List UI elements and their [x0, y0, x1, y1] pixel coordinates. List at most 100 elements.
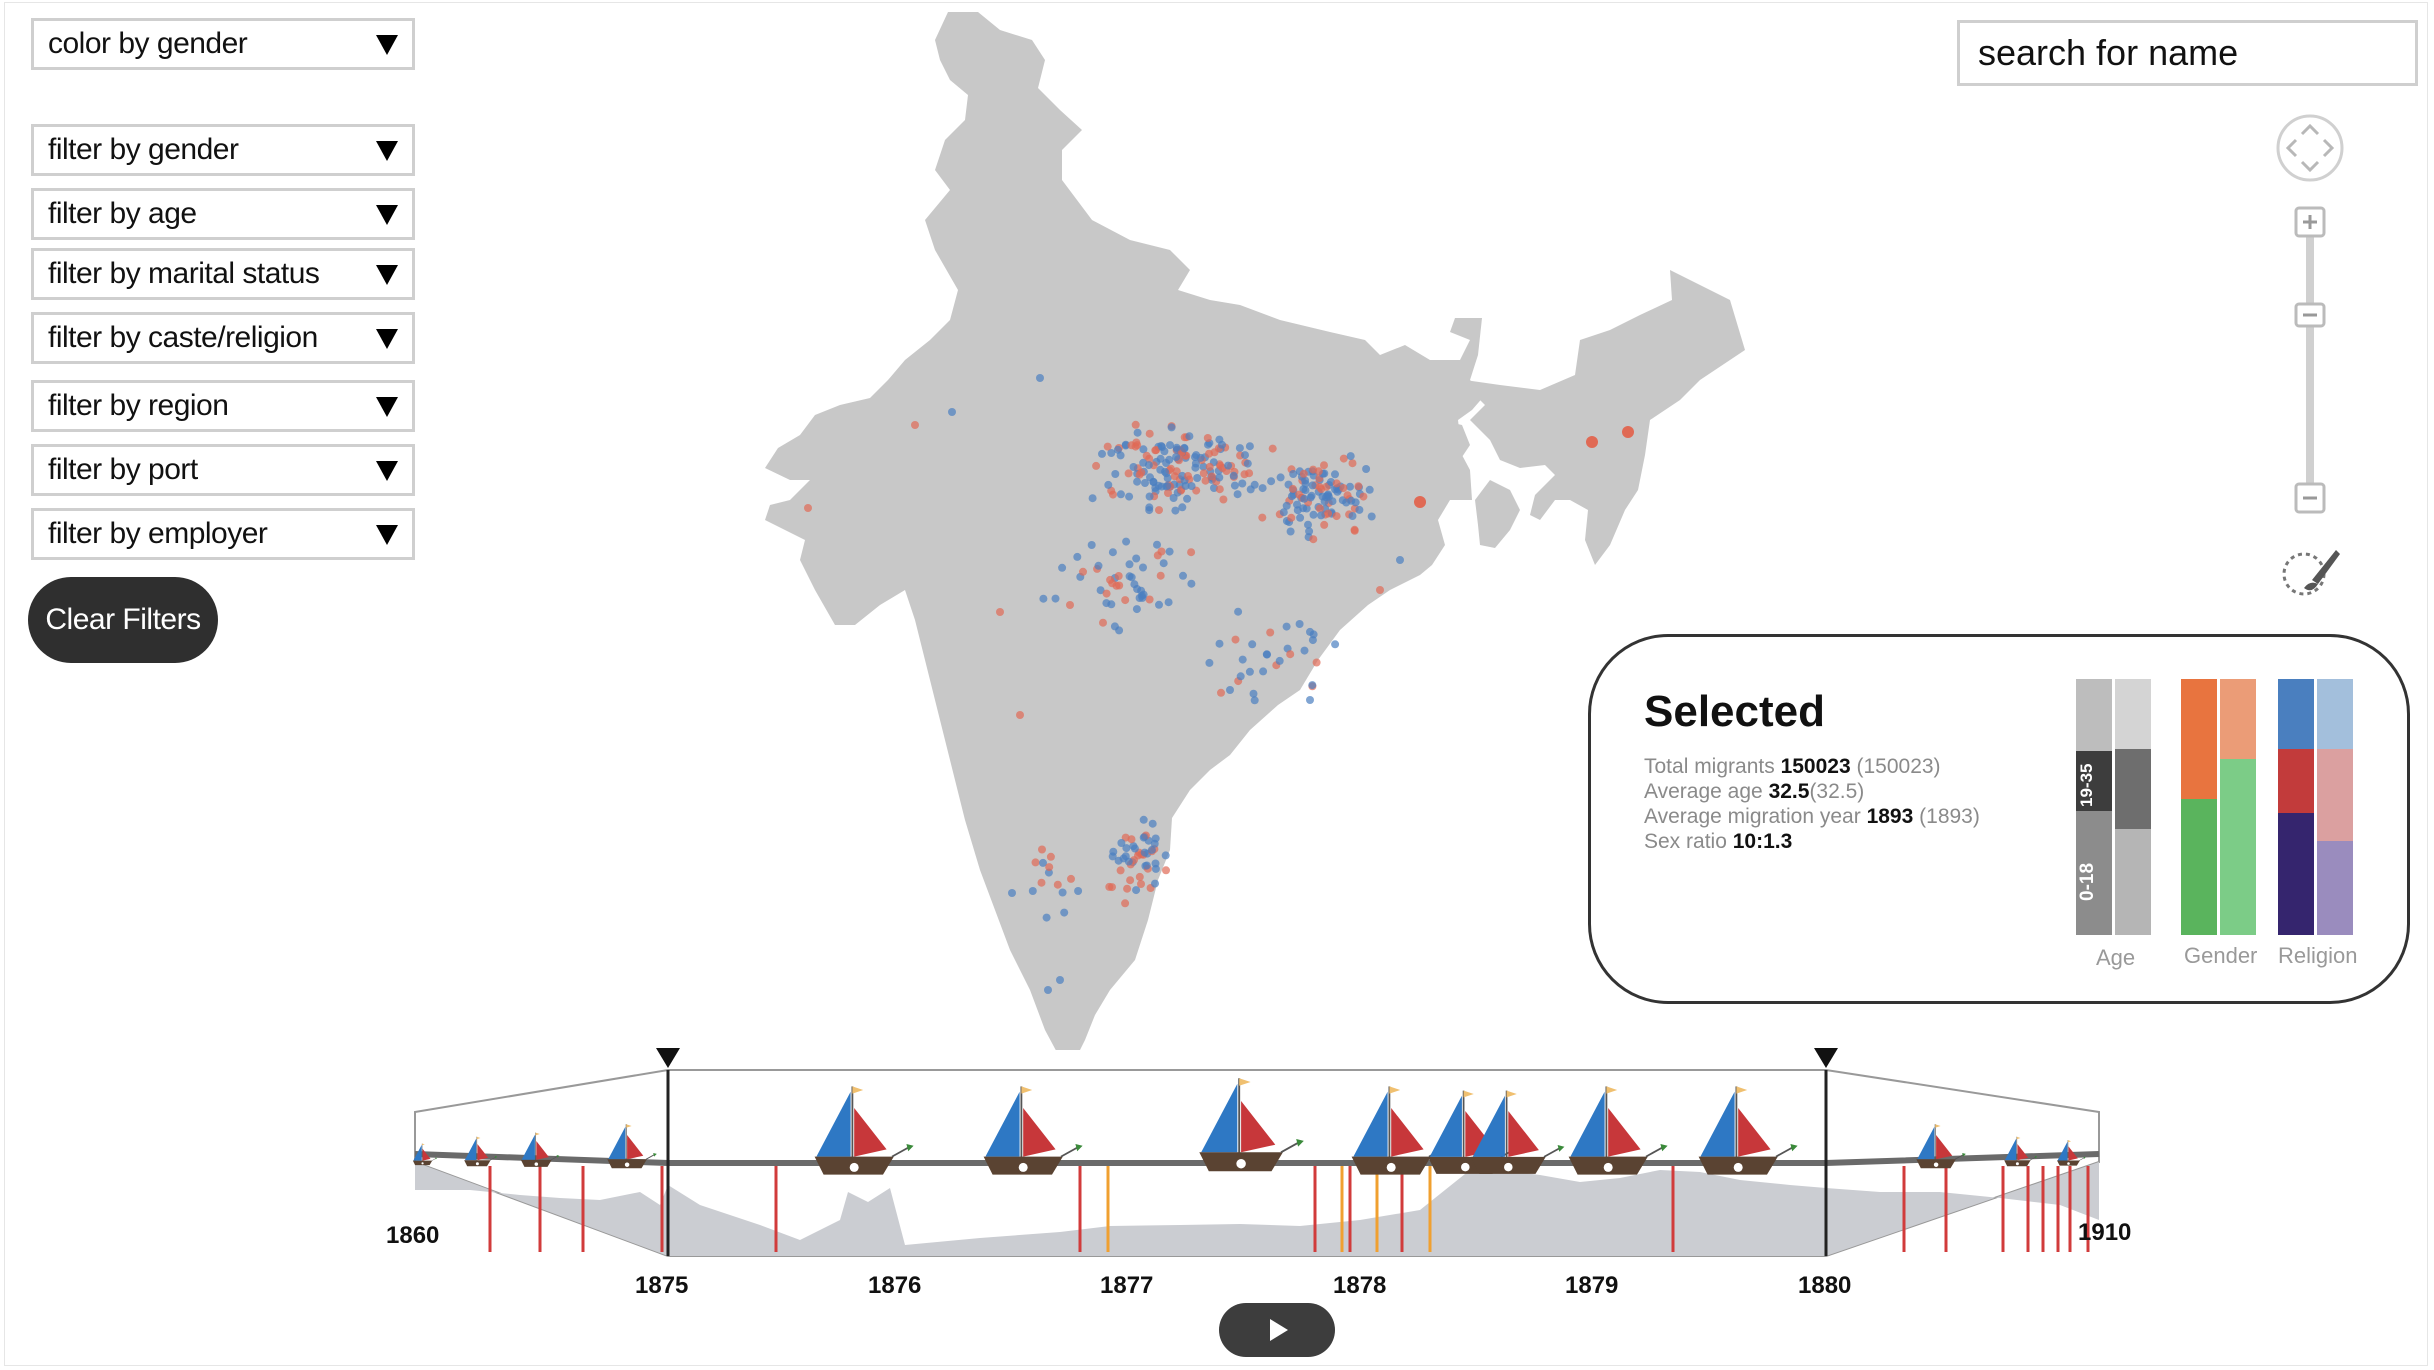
- migrant-dot[interactable]: [1163, 474, 1172, 483]
- migrant-dot[interactable]: [1036, 374, 1044, 382]
- migrant-dot[interactable]: [1137, 468, 1146, 477]
- migrant-dot[interactable]: [1170, 472, 1179, 481]
- migrant-dot[interactable]: [1156, 465, 1165, 474]
- migrant-dot[interactable]: [1151, 834, 1160, 843]
- migrant-dot[interactable]: [1046, 852, 1055, 861]
- migrant-dot[interactable]: [1245, 469, 1254, 478]
- migrant-dot[interactable]: [1287, 492, 1296, 501]
- migrant-dot[interactable]: [1107, 600, 1116, 609]
- migrant-dot[interactable]: [1267, 477, 1276, 486]
- migrant-dot[interactable]: [996, 608, 1004, 616]
- migrant-dot[interactable]: [1060, 908, 1069, 917]
- migrant-dot[interactable]: [1314, 467, 1323, 476]
- migrant-dot[interactable]: [1312, 658, 1321, 667]
- migrant-dot[interactable]: [1309, 510, 1318, 519]
- filter-age-dropdown[interactable]: filter by age: [31, 188, 415, 240]
- migrant-dot[interactable]: [1362, 465, 1371, 473]
- migrant-dot[interactable]: [1259, 667, 1268, 676]
- migrant-dot[interactable]: [1107, 449, 1116, 457]
- migrant-dot[interactable]: [1094, 561, 1103, 570]
- india-map[interactable]: [0, 0, 2434, 1050]
- migrant-dot[interactable]: [1193, 474, 1202, 482]
- migrant-dot[interactable]: [1178, 503, 1187, 512]
- migrant-dot[interactable]: [1145, 503, 1154, 512]
- migrant-dot[interactable]: [1266, 628, 1275, 637]
- migrant-dot[interactable]: [1586, 436, 1598, 448]
- migrant-dot[interactable]: [1039, 594, 1048, 603]
- clear-filters-button[interactable]: Clear Filters: [28, 577, 218, 663]
- filter-caste-dropdown[interactable]: filter by caste/religion: [31, 312, 415, 364]
- migrant-dot[interactable]: [1203, 434, 1212, 442]
- migrant-dot[interactable]: [1219, 495, 1228, 504]
- migrant-dot[interactable]: [1145, 492, 1154, 501]
- migrant-dot[interactable]: [1249, 689, 1258, 698]
- migrant-dot[interactable]: [1116, 451, 1125, 460]
- migrant-dot[interactable]: [1300, 494, 1309, 503]
- migrant-dot[interactable]: [1131, 420, 1140, 429]
- migrant-dot[interactable]: [1234, 607, 1243, 616]
- migrant-dot[interactable]: [1320, 461, 1328, 470]
- migrant-dot[interactable]: [1367, 512, 1376, 521]
- migrant-dot[interactable]: [1016, 711, 1024, 719]
- migrant-dot[interactable]: [1148, 819, 1157, 828]
- migrant-dots[interactable]: [804, 374, 1634, 994]
- migrant-dot[interactable]: [1246, 485, 1255, 494]
- lasso-brush-icon[interactable]: [2282, 550, 2340, 596]
- migrant-dot[interactable]: [1151, 879, 1159, 888]
- migrant-dot[interactable]: [1275, 656, 1284, 665]
- migrant-dot[interactable]: [1125, 560, 1134, 569]
- migrant-dot[interactable]: [1165, 455, 1174, 464]
- migrant-dot[interactable]: [1300, 646, 1309, 655]
- migrant-dot[interactable]: [1414, 496, 1426, 508]
- migrant-dot[interactable]: [1172, 443, 1181, 452]
- migrant-dot[interactable]: [1332, 479, 1341, 488]
- migrant-dot[interactable]: [1348, 459, 1357, 468]
- migrant-dot[interactable]: [1151, 864, 1160, 873]
- migrant-dot[interactable]: [1088, 494, 1097, 503]
- color-by-dropdown[interactable]: color by gender: [31, 18, 415, 70]
- migrant-dot[interactable]: [1306, 696, 1314, 704]
- migrant-dot[interactable]: [1145, 429, 1154, 438]
- migrant-dot[interactable]: [1348, 512, 1357, 520]
- migrant-dot[interactable]: [948, 408, 956, 416]
- migrant-dot[interactable]: [1129, 842, 1138, 851]
- migrant-dot[interactable]: [1180, 444, 1189, 453]
- migrant-dot[interactable]: [1224, 461, 1233, 470]
- migrant-dot[interactable]: [1207, 472, 1216, 481]
- migrant-dot[interactable]: [1191, 453, 1199, 462]
- migrant-dot[interactable]: [1215, 473, 1224, 482]
- migrant-dot[interactable]: [1053, 880, 1062, 889]
- migrant-dot[interactable]: [911, 421, 919, 429]
- migrant-dot[interactable]: [1122, 537, 1131, 546]
- age-bar[interactable]: [2076, 679, 2151, 935]
- migrant-dot[interactable]: [1098, 449, 1106, 458]
- migrant-dot[interactable]: [1166, 441, 1174, 450]
- migrant-dot[interactable]: [1039, 858, 1047, 867]
- migrant-dot[interactable]: [1339, 454, 1348, 463]
- migrant-dot[interactable]: [1045, 863, 1054, 872]
- migrant-dot[interactable]: [1317, 511, 1326, 520]
- migrant-dot[interactable]: [1282, 622, 1291, 631]
- migrant-dot[interactable]: [1346, 482, 1354, 491]
- migrant-dot[interactable]: [1324, 509, 1333, 518]
- migrant-dot[interactable]: [1217, 688, 1225, 697]
- play-button[interactable]: [1219, 1303, 1335, 1357]
- zoom-out-icon[interactable]: [2294, 482, 2326, 514]
- migrant-dot[interactable]: [1103, 442, 1112, 451]
- migrant-dot[interactable]: [1258, 513, 1267, 522]
- migrant-dot[interactable]: [1109, 847, 1118, 856]
- migrant-dot[interactable]: [1289, 470, 1298, 478]
- migrant-dot[interactable]: [1121, 596, 1130, 605]
- migrant-dot[interactable]: [1073, 552, 1082, 561]
- migrant-dot[interactable]: [1158, 443, 1166, 451]
- migrant-dot[interactable]: [1106, 575, 1115, 584]
- migrant-dot[interactable]: [1235, 444, 1244, 453]
- filter-marital-dropdown[interactable]: filter by marital status: [31, 248, 415, 300]
- migrant-dot[interactable]: [1287, 513, 1296, 522]
- migrant-dot[interactable]: [1129, 463, 1138, 471]
- migrant-dot[interactable]: [1139, 563, 1147, 572]
- migrant-dot[interactable]: [1147, 845, 1156, 854]
- filter-port-dropdown[interactable]: filter by port: [31, 444, 415, 496]
- migrant-dot[interactable]: [1359, 492, 1368, 501]
- migrant-dot[interactable]: [1058, 888, 1067, 897]
